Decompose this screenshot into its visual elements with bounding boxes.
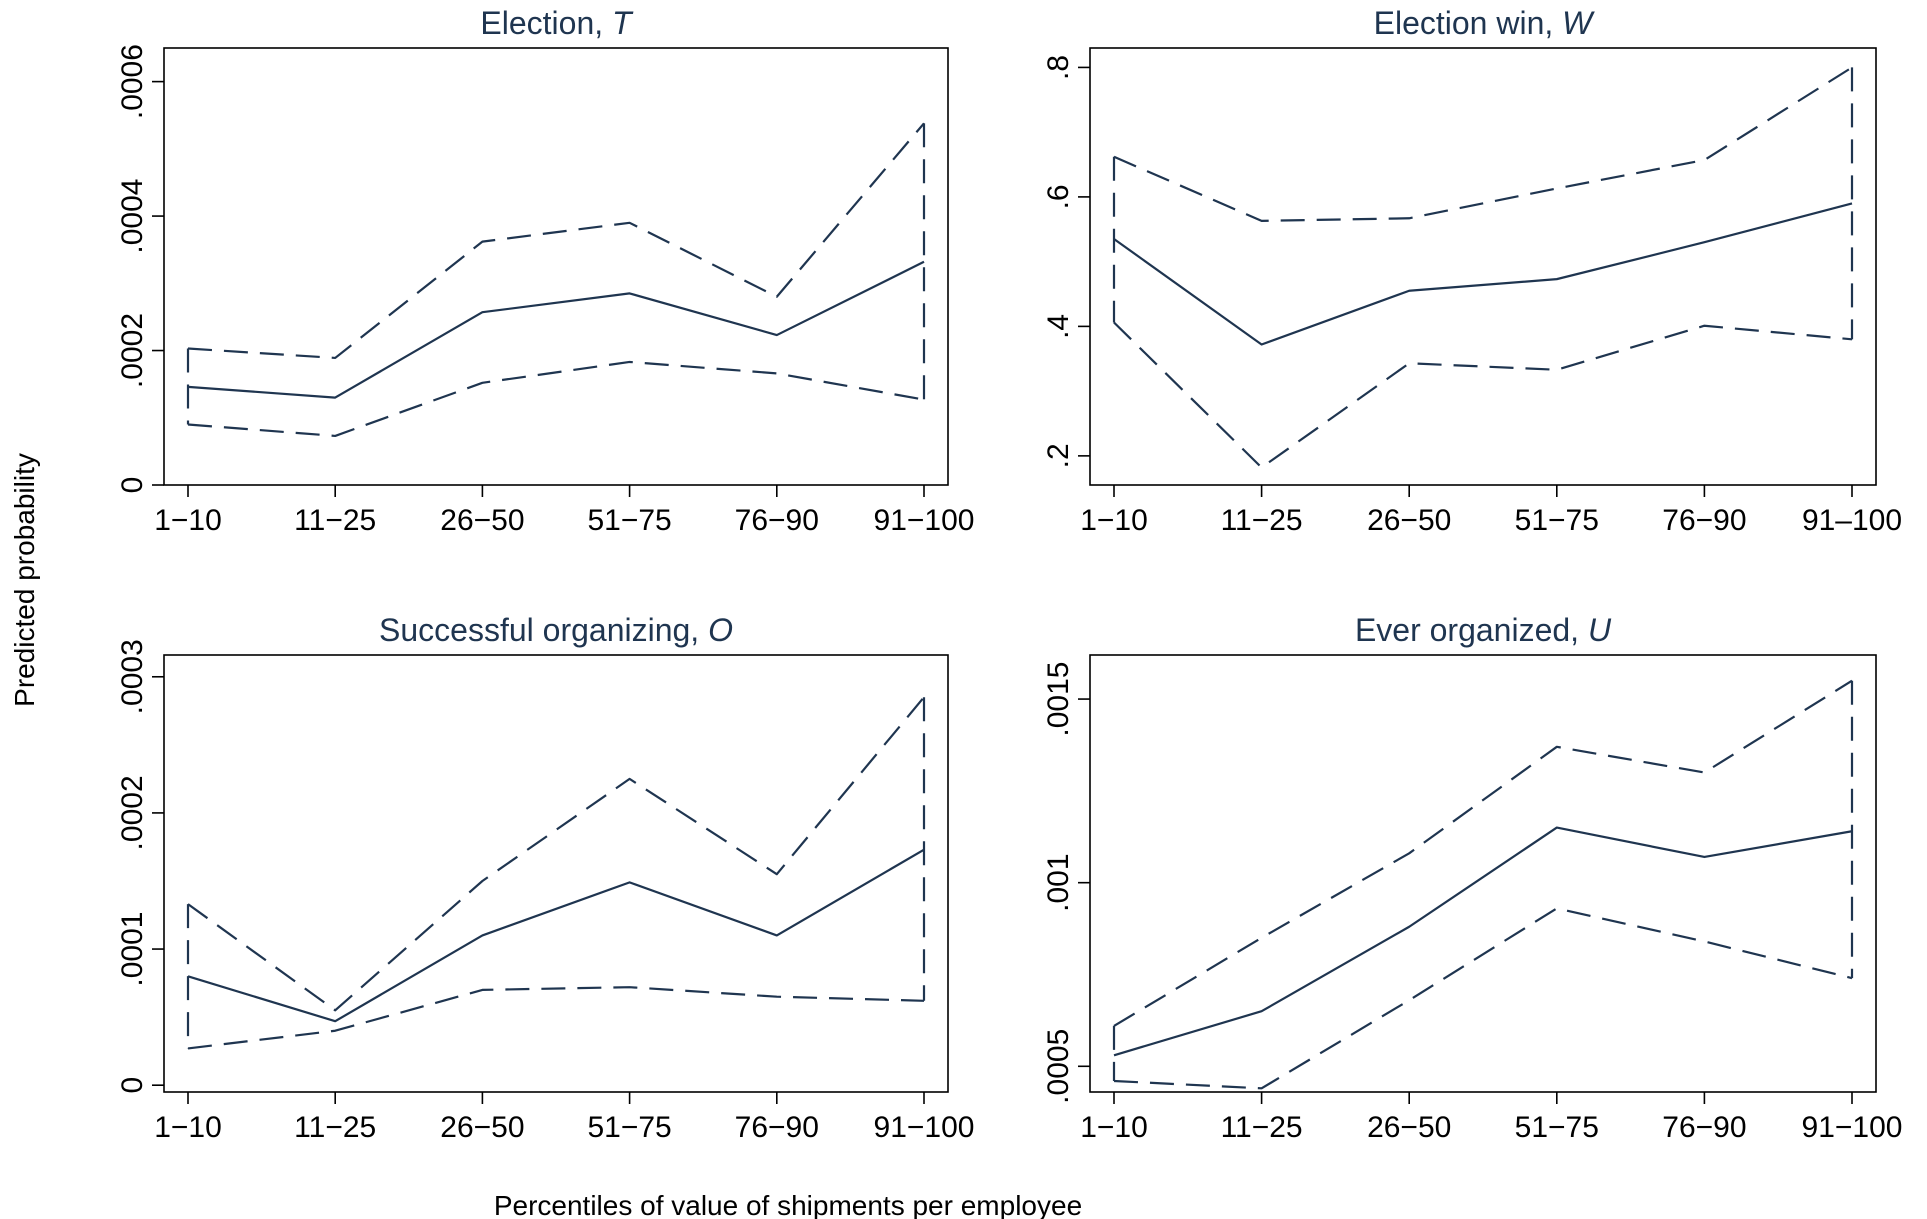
y-tick-label: 0 (116, 477, 149, 494)
y-tick-label: .8 (1042, 55, 1075, 80)
x-tick-label: 11−25 (1221, 504, 1303, 537)
x-tick-label: 91−100 (874, 504, 975, 537)
x-tick-label: 51−75 (587, 504, 671, 537)
x-tick-label: 51−75 (587, 1111, 671, 1144)
x-tick-label: 1−10 (1080, 504, 1148, 537)
x-tick-label: 76−90 (1662, 504, 1746, 537)
x-tick-label: 76−90 (1662, 1111, 1746, 1144)
series-line-upper-bound (187, 122, 925, 360)
panel-election: Election, T 1−10 11−25 26−50 51−75 76−90 91−10… (116, 5, 974, 537)
series-line-prediction (1113, 202, 1853, 346)
y-tick-label: 0 (116, 1077, 149, 1094)
x-tick-label: 1−10 (154, 1111, 222, 1144)
series-line-lower-bound (1113, 907, 1853, 1090)
series-line-prediction (1113, 826, 1853, 1057)
x-axis-label: Percentiles of value of shipments per em… (494, 1190, 1082, 1219)
panel-title-text: Election win, (1374, 5, 1563, 41)
panel-title: Successful organizing, O (379, 612, 733, 648)
plot-frame (1089, 654, 1877, 1093)
plot-frame (163, 47, 949, 486)
panel-title-text: Successful organizing, (379, 612, 708, 648)
panel-title-variable: U (1588, 612, 1612, 648)
panel-ever-organized: Ever organized, U 1−10 11−25 26−50 51−75 76−9… (1042, 612, 1902, 1144)
x-tick-label: 26−50 (1367, 504, 1451, 537)
y-axis-label: Predicted probability (9, 453, 40, 707)
panel-title: Ever organized, U (1355, 612, 1612, 648)
x-tick-label: 76−90 (735, 504, 819, 537)
y-tick-label: .001 (1042, 853, 1075, 911)
y-tick-label: .4 (1042, 314, 1075, 339)
panel-title-text: Ever organized, (1355, 612, 1588, 648)
x-tick-label: 91−100 (874, 1111, 975, 1144)
x-tick-label: 1−10 (154, 504, 222, 537)
x-tick-label: 51−75 (1515, 504, 1599, 537)
y-tick-label: .0006 (116, 44, 149, 119)
x-tick-label: 26−50 (440, 504, 524, 537)
panel-election-win: Election win, W 1−10 11−25 26−50 51−75 76−90 9… (1042, 5, 1902, 537)
series-line-prediction (187, 848, 925, 1023)
y-tick-label: .0002 (116, 313, 149, 388)
panel-successful-organizing: Successful organizing, O 1−10 11−25 26−50 51… (116, 612, 974, 1144)
panel-title-variable: O (708, 612, 733, 648)
y-tick-label: .0003 (116, 639, 149, 714)
x-tick-label: 51−75 (1515, 1111, 1599, 1144)
series-line-lower-bound (187, 360, 925, 438)
x-tick-label: 11−25 (1221, 1111, 1303, 1144)
plot-frame (1089, 47, 1877, 486)
y-tick-label: .0015 (1042, 662, 1075, 737)
x-tick-label: 1−10 (1080, 1111, 1148, 1144)
x-tick-label: 26−50 (1367, 1111, 1451, 1144)
panel-title: Election, T (480, 5, 634, 41)
panel-title-variable: T (612, 5, 634, 41)
x-tick-label: 91−100 (1802, 1111, 1903, 1144)
x-tick-label: 11−25 (294, 504, 376, 537)
y-tick-label: .0001 (116, 912, 149, 987)
plot-frame (163, 654, 949, 1093)
y-tick-label: .0004 (116, 179, 149, 254)
panel-title: Election win, W (1374, 5, 1596, 41)
y-tick-label: .0005 (1042, 1029, 1075, 1104)
x-tick-label: 91‒100 (1802, 504, 1902, 537)
panel-title-text: Election, (480, 5, 612, 41)
panel-title-variable: W (1562, 5, 1595, 41)
x-tick-label: 26−50 (440, 1111, 524, 1144)
series-line-upper-bound (187, 696, 925, 1012)
y-tick-label: .0002 (116, 775, 149, 850)
series-line-lower-bound (187, 986, 925, 1050)
series-line-prediction (187, 260, 925, 399)
y-tick-label: .6 (1042, 184, 1075, 209)
y-tick-label: .2 (1042, 443, 1075, 468)
x-tick-label: 11−25 (294, 1111, 376, 1144)
series-line-upper-bound (1113, 679, 1853, 1027)
series-line-upper-bound (1113, 66, 1853, 222)
x-tick-label: 76−90 (735, 1111, 819, 1144)
